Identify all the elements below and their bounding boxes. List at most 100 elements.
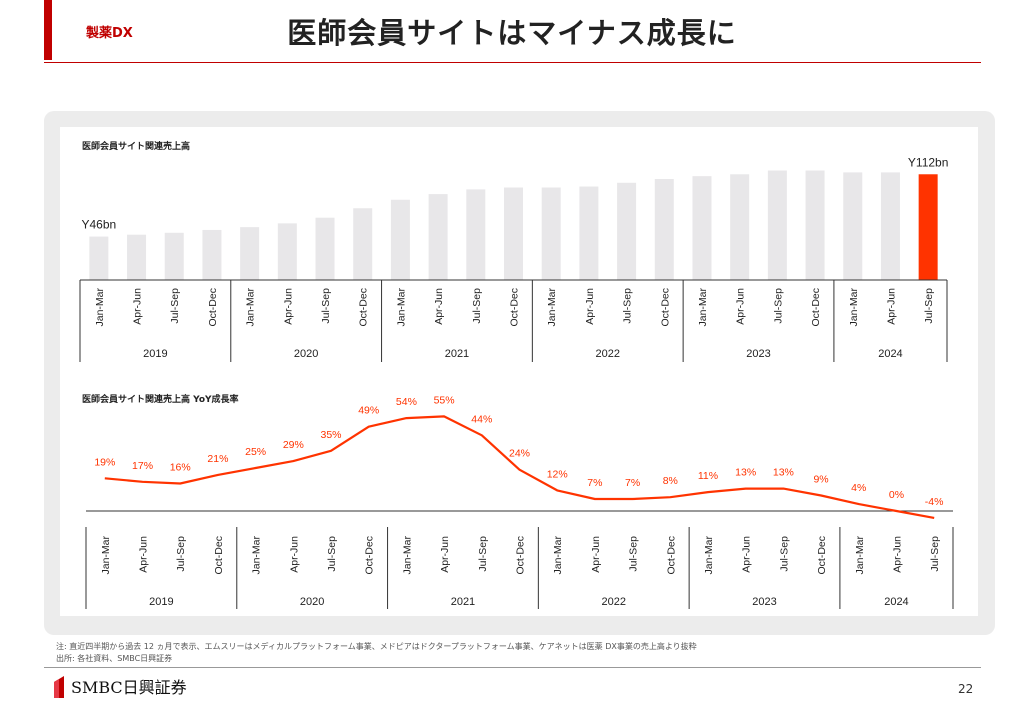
year-label: 2022 [601,596,625,608]
header-divider [44,62,981,63]
data-label: 17% [132,460,153,472]
bar [127,234,147,280]
data-label: 13% [735,467,756,479]
bar [767,170,787,280]
bar [390,199,410,280]
x-tick-label: Jul-Sep [622,288,634,324]
x-tick-label: Apr-Jun [584,288,596,325]
bar-chart-title: 医師会員サイト関連売上高 [82,142,191,152]
x-tick-label: Oct-Dec [659,288,671,327]
x-tick-label: Oct-Dec [810,288,822,327]
year-label: 2021 [451,596,475,608]
x-tick-label: Jan-Mar [697,288,709,327]
page-number: 22 [958,682,974,696]
bar [692,176,712,280]
data-label: 29% [283,439,304,451]
bar [579,186,599,280]
x-tick-label: Jul-Sep [471,288,483,324]
bar [466,189,486,280]
x-tick-label: Jan-Mar [245,288,257,327]
data-label: 35% [321,429,342,441]
data-label: -4% [925,496,944,508]
x-tick-label: Jul-Sep [175,536,187,572]
x-tick-label: Jul-Sep [477,536,489,572]
data-label: 44% [471,413,492,425]
x-tick-label: Apr-Jun [885,288,897,325]
data-label: 12% [547,468,568,480]
data-label: 11% [698,470,718,482]
bar [843,172,863,280]
series-line [104,415,935,519]
bar [164,232,184,280]
footer-divider [44,667,981,668]
x-tick-label: Apr-Jun [741,536,753,573]
x-tick-label: Oct-Dec [207,288,219,327]
data-label: 55% [434,394,455,406]
bar [918,174,938,280]
data-label: 9% [813,474,828,486]
data-label: 4% [851,482,866,494]
data-label: 7% [587,477,602,489]
x-tick-label: Jul-Sep [628,536,640,572]
accent-bar [44,0,52,60]
bar-annotation: Y46bn [81,218,116,232]
x-tick-label: Jul-Sep [923,288,935,324]
data-label: 24% [509,448,530,460]
data-label: 13% [773,467,794,479]
data-label: 21% [207,453,228,465]
bar [504,187,523,280]
year-label: 2023 [746,348,770,360]
x-tick-label: Apr-Jun [288,536,300,573]
data-label: 49% [358,405,379,417]
bar [353,208,373,280]
year-label: 2021 [445,348,469,360]
logo-text: SMBC日興証券 [71,678,187,697]
bar [428,194,448,280]
x-tick-label: Jan-Mar [854,536,866,575]
x-tick-label: Jul-Sep [326,536,338,572]
x-tick-label: Jan-Mar [100,536,112,575]
bar [89,236,109,280]
data-label: 8% [663,475,678,487]
x-tick-label: Apr-Jun [590,536,602,573]
x-tick-label: Oct-Dec [358,288,370,327]
page-title: 医師会員サイトはマイナス成長に [287,16,737,50]
data-label: 25% [245,446,266,458]
x-tick-label: Jan-Mar [703,536,715,575]
x-tick-label: Oct-Dec [665,536,677,575]
footnote-source: 出所: 各社資料、SMBC日興証券 [56,654,173,663]
bar [541,187,561,280]
x-tick-label: Apr-Jun [138,536,150,573]
x-tick-label: Oct-Dec [515,536,527,575]
x-tick-label: Oct-Dec [816,536,828,575]
logo-mark-icon [54,676,64,698]
bar [202,229,222,280]
x-tick-label: Jan-Mar [546,288,558,327]
x-tick-label: Jan-Mar [848,288,860,327]
year-label: 2023 [752,596,776,608]
year-label: 2024 [884,596,908,608]
bar [880,172,900,280]
bar [617,182,637,280]
data-label: 0% [889,489,904,501]
x-tick-label: Jan-Mar [552,536,564,575]
line-chart-title: 医師会員サイト関連売上高 YoY成長率 [82,395,239,405]
year-label: 2020 [300,596,324,608]
x-tick-label: Apr-Jun [439,536,451,573]
data-label: 7% [625,477,640,489]
x-tick-label: Jul-Sep [929,536,941,572]
company-logo: SMBC日興証券 [52,674,187,698]
x-tick-label: Jan-Mar [94,288,106,327]
x-tick-label: Apr-Jun [433,288,445,325]
x-tick-label: Jan-Mar [251,536,263,575]
footnote-note: 注: 直近四半期から過去 12 ヵ月で表示、エムスリーはメディカルプラットフォー… [56,642,697,651]
section-tag: 製薬DX [86,26,133,41]
x-tick-label: Jan-Mar [395,288,407,327]
x-tick-label: Apr-Jun [891,536,903,573]
x-tick-label: Jul-Sep [169,288,181,324]
x-tick-label: Apr-Jun [282,288,294,325]
year-label: 2019 [143,348,167,360]
x-tick-label: Jan-Mar [401,536,413,575]
x-tick-label: Oct-Dec [364,536,376,575]
